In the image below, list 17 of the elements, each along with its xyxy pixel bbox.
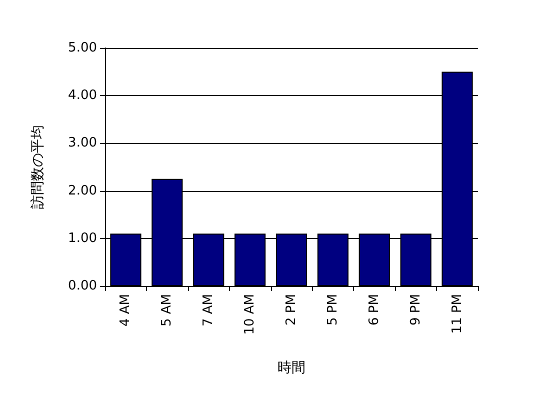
- x-tick-label: 4 AM: [118, 294, 134, 327]
- y-tick-label: 2.00: [68, 183, 97, 198]
- x-axis-title: 時間: [278, 360, 306, 376]
- x-tick-label: 6 PM: [366, 294, 382, 326]
- x-tick-label: 9 PM: [408, 294, 424, 326]
- y-tick-label: 3.00: [68, 136, 97, 151]
- y-tick-label: 1.00: [68, 230, 97, 246]
- x-tick-label: 11 PM: [450, 294, 465, 334]
- x-tick-label: 10 AM: [242, 294, 258, 335]
- x-tick-label: 5 PM: [325, 294, 340, 326]
- x-tick-label: 7 AM: [201, 294, 216, 327]
- y-tick-label: 0.00: [68, 278, 97, 294]
- y-tick-label: 4.00: [68, 88, 97, 104]
- x-tick-label: 2 PM: [284, 294, 299, 326]
- y-axis-title: 訪問数の平均: [30, 125, 46, 209]
- x-tick-label: 5 AM: [160, 294, 175, 327]
- y-tick-label: 5.00: [68, 40, 97, 56]
